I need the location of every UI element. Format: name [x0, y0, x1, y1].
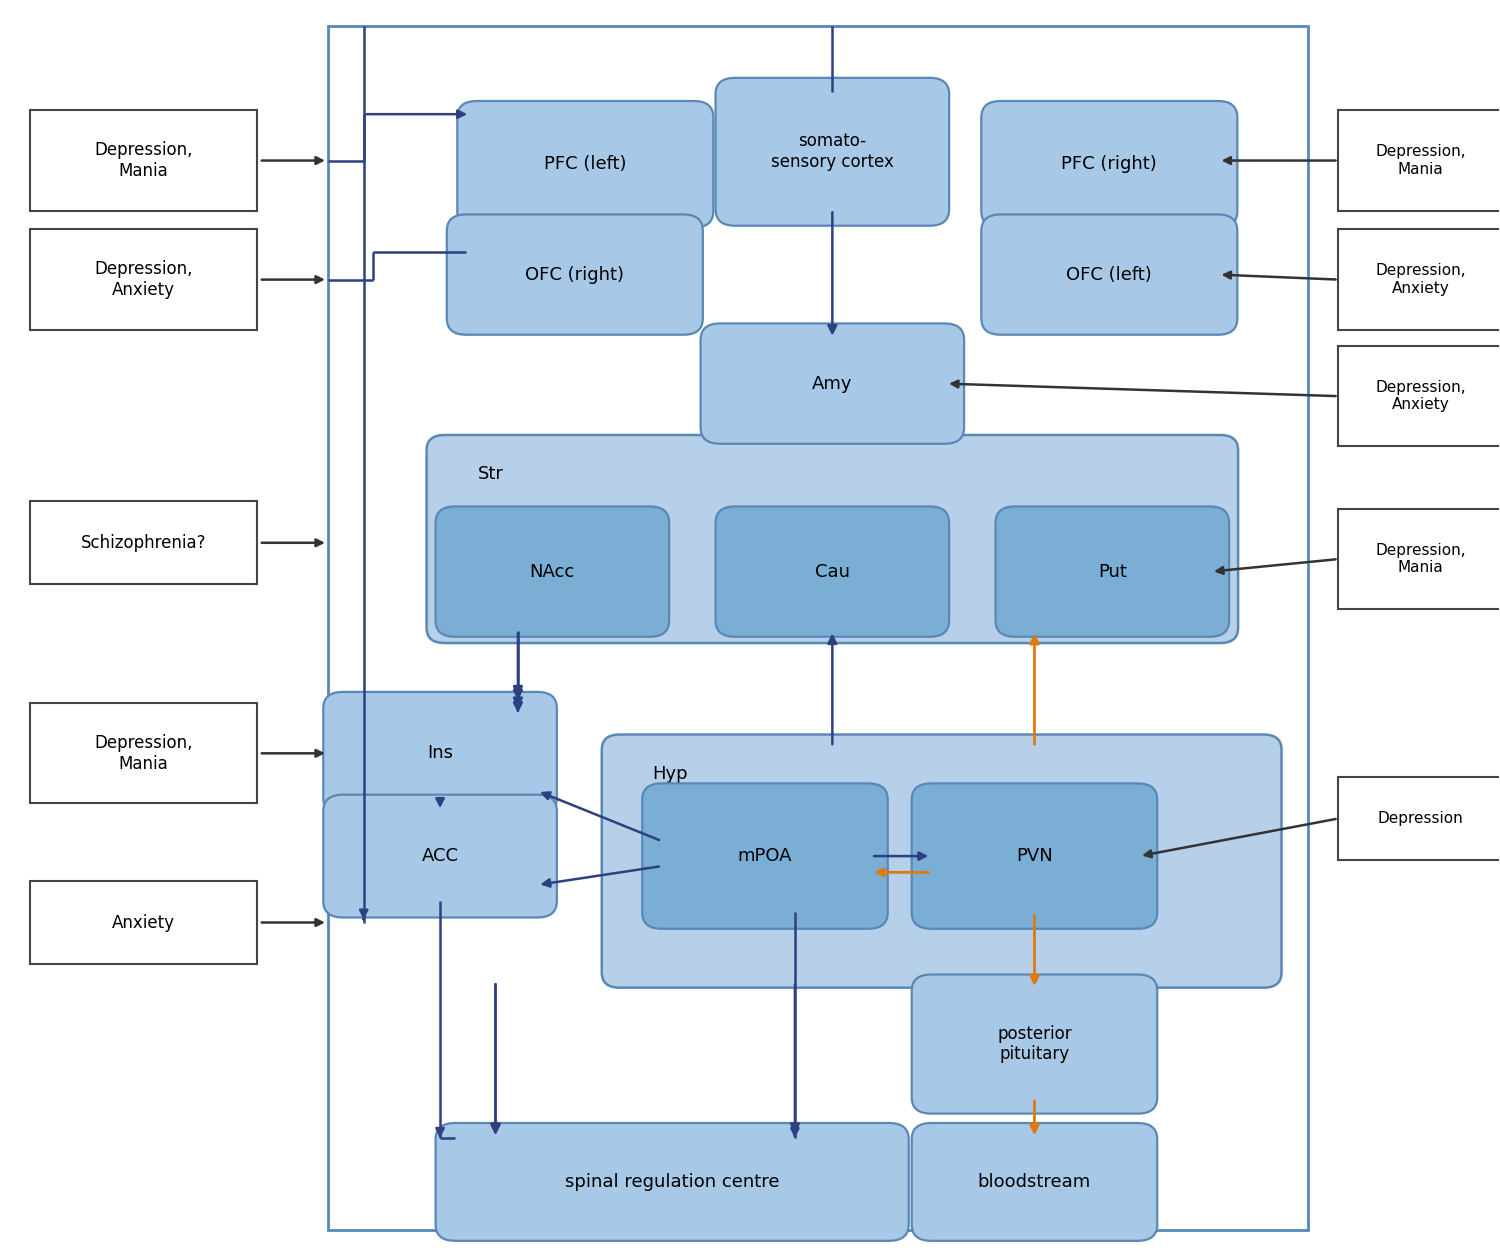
- Text: Hyp: Hyp: [652, 765, 688, 782]
- FancyBboxPatch shape: [981, 100, 1238, 227]
- FancyBboxPatch shape: [996, 506, 1228, 637]
- Text: Ins: Ins: [427, 745, 453, 762]
- Bar: [30, 501, 258, 584]
- Text: OFC (left): OFC (left): [1066, 265, 1152, 284]
- Bar: [328, 26, 1308, 1230]
- FancyBboxPatch shape: [981, 215, 1238, 335]
- Text: bloodstream: bloodstream: [978, 1173, 1090, 1191]
- FancyBboxPatch shape: [426, 435, 1237, 643]
- Bar: [30, 111, 258, 211]
- Text: Depression,
Mania: Depression, Mania: [94, 734, 194, 772]
- Bar: [1338, 777, 1500, 860]
- Text: ACC: ACC: [422, 847, 459, 865]
- Text: Put: Put: [1098, 563, 1126, 580]
- Text: Str: Str: [477, 465, 504, 484]
- Text: Depression,
Mania: Depression, Mania: [1376, 543, 1466, 575]
- FancyBboxPatch shape: [912, 975, 1156, 1114]
- Bar: [30, 230, 258, 330]
- Text: Depression,
Mania: Depression, Mania: [1376, 144, 1466, 177]
- FancyBboxPatch shape: [458, 100, 714, 227]
- Bar: [30, 703, 258, 804]
- FancyBboxPatch shape: [435, 506, 669, 637]
- Text: Cau: Cau: [815, 563, 850, 580]
- FancyBboxPatch shape: [324, 692, 556, 815]
- Text: PVN: PVN: [1016, 847, 1053, 865]
- Text: somato-
sensory cortex: somato- sensory cortex: [771, 132, 894, 171]
- Text: Depression,
Anxiety: Depression, Anxiety: [1376, 381, 1466, 412]
- Text: OFC (right): OFC (right): [525, 265, 624, 284]
- Bar: [1338, 345, 1500, 446]
- Text: Depression,
Anxiety: Depression, Anxiety: [1376, 264, 1466, 296]
- FancyBboxPatch shape: [912, 784, 1156, 928]
- FancyBboxPatch shape: [912, 1123, 1156, 1241]
- FancyBboxPatch shape: [602, 735, 1281, 987]
- FancyBboxPatch shape: [435, 1123, 909, 1241]
- FancyBboxPatch shape: [447, 215, 704, 335]
- Text: Schizophrenia?: Schizophrenia?: [81, 534, 207, 551]
- Text: PFC (left): PFC (left): [544, 156, 627, 173]
- Bar: [30, 882, 258, 963]
- Text: Anxiety: Anxiety: [112, 913, 176, 932]
- Text: mPOA: mPOA: [738, 847, 792, 865]
- Text: NAcc: NAcc: [530, 563, 574, 580]
- Text: Depression,
Mania: Depression, Mania: [94, 141, 194, 180]
- FancyBboxPatch shape: [716, 78, 950, 226]
- FancyBboxPatch shape: [716, 506, 950, 637]
- Text: spinal regulation centre: spinal regulation centre: [566, 1173, 780, 1191]
- FancyBboxPatch shape: [642, 784, 888, 928]
- FancyBboxPatch shape: [700, 324, 964, 443]
- FancyBboxPatch shape: [324, 795, 556, 917]
- Bar: [1338, 509, 1500, 609]
- Text: Depression: Depression: [1378, 811, 1464, 826]
- Text: Depression,
Anxiety: Depression, Anxiety: [94, 260, 194, 299]
- Text: Amy: Amy: [812, 374, 852, 393]
- Bar: [1338, 111, 1500, 211]
- Text: posterior
pituitary: posterior pituitary: [998, 1025, 1072, 1064]
- Text: PFC (right): PFC (right): [1062, 156, 1156, 173]
- Bar: [1338, 230, 1500, 330]
